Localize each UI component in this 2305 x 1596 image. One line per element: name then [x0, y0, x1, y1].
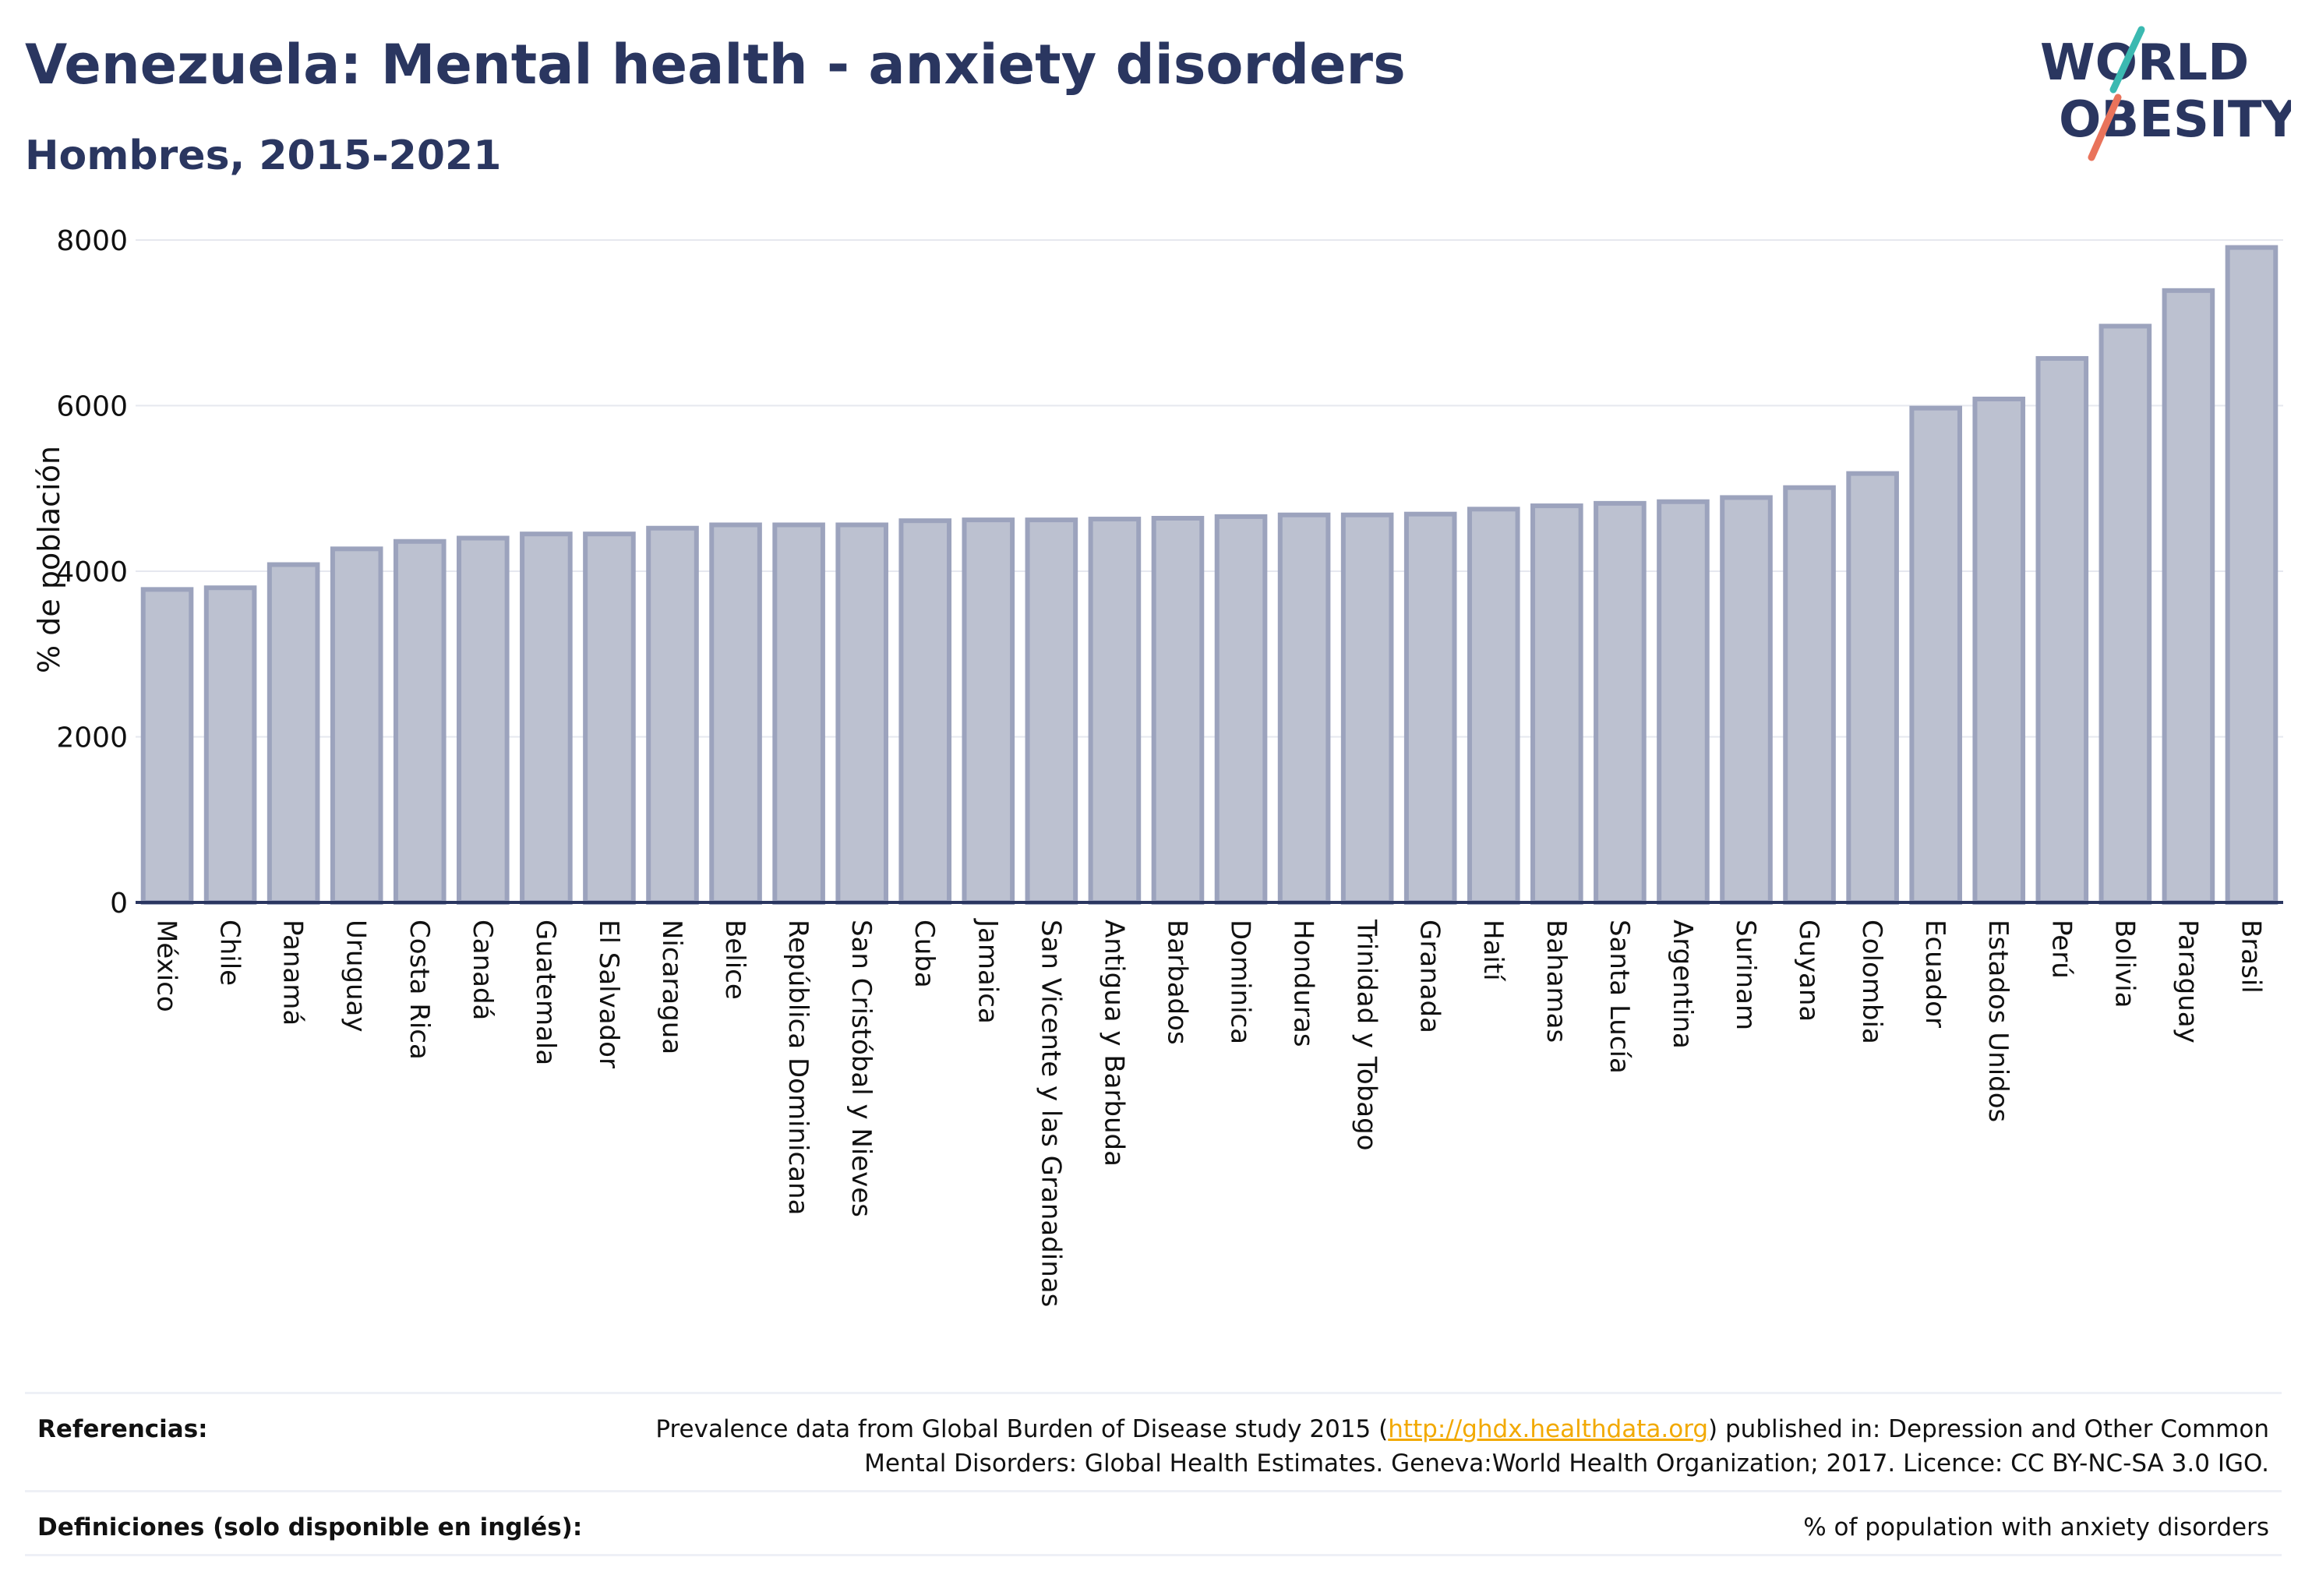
bar [1530, 503, 1583, 905]
bar [1151, 516, 1205, 905]
world-obesity-logo: WORLD OBESITY [2040, 26, 2291, 161]
bar [1909, 405, 1962, 905]
x-tick-label: República Dominicana [782, 920, 814, 1215]
x-tick-label: Brasil [2235, 920, 2266, 994]
y-tick-label: 0 [110, 888, 128, 920]
logo-slash-teal [2109, 26, 2145, 94]
chart-subtitle: Hombres, 2015-2021 [25, 132, 502, 179]
x-tick-label: Jamaica [972, 918, 1003, 1024]
x-tick-label: Trinidad y Tobago [1351, 919, 1382, 1151]
x-tick-label: San Cristóbal y Nieves [845, 920, 877, 1217]
x-tick-label: Guatemala [530, 920, 561, 1065]
bar [2162, 288, 2215, 905]
x-tick-label: Cuba [909, 920, 940, 988]
bar-chart: 0 2000 4000 6000 8000 México Chile Panamá Urugua… [32, 225, 2283, 1307]
bar [267, 562, 320, 905]
x-tick-label: Perú [2046, 920, 2077, 979]
x-tick-label: Nicaragua [656, 920, 687, 1054]
x-tick-label: Barbados [1161, 920, 1192, 1045]
logo-slash-coral [2088, 94, 2122, 161]
references-text: Prevalence data from Global Burden of Di… [594, 1412, 2269, 1481]
x-tick-label: Dominica [1225, 920, 1256, 1044]
x-tick-label: Ecuador [1919, 920, 1950, 1028]
bar [835, 522, 888, 905]
bar [1783, 485, 1836, 905]
bar [1340, 512, 1394, 905]
x-tick-label: Honduras [1288, 920, 1319, 1047]
x-tick-label: Granada [1414, 920, 1445, 1033]
y-tick-label: 4000 [56, 556, 128, 588]
footer-divider-bottom [25, 1554, 2282, 1556]
bar [203, 585, 257, 905]
x-tick-label: Guyana [1793, 920, 1824, 1022]
bar [772, 522, 825, 905]
bar [1972, 397, 2026, 905]
bar [1403, 511, 1457, 905]
x-tick-label: Haití [1477, 920, 1509, 982]
bar [1846, 471, 1899, 905]
references-link[interactable]: http://ghdx.healthdata.org [1388, 1415, 1709, 1443]
references-label: Referencias: [37, 1415, 208, 1443]
x-tick-label: Panamá [277, 920, 309, 1026]
definitions-label: Definiciones (solo disponible en inglés)… [37, 1513, 583, 1541]
references-text-end: ) published in: Depression and Other Com… [1708, 1415, 2269, 1443]
x-tick-label: Uruguay [341, 920, 372, 1033]
x-tick-label: Colombia [1856, 920, 1887, 1044]
bar [583, 531, 636, 905]
bar [2099, 323, 2152, 905]
x-tick-label: Canadá [467, 920, 498, 1020]
logo-word-world: WORLD [2040, 34, 2249, 92]
bar [1657, 499, 1710, 905]
x-tick-label: Argentina [1667, 920, 1698, 1049]
footer-divider-top [25, 1392, 2282, 1394]
bar [1467, 507, 1520, 905]
bar [646, 525, 699, 905]
axes: 0 2000 4000 6000 8000 México Chile Panamá Urugua… [56, 225, 2283, 1307]
x-tick-label: Paraguay [2172, 920, 2203, 1043]
footer-divider-middle [25, 1490, 2282, 1492]
x-tick-label: Bahamas [1541, 920, 1572, 1043]
x-tick-label: Chile [214, 920, 245, 986]
bar [709, 522, 762, 905]
bar [2225, 245, 2279, 905]
x-tick-label: Belice [719, 920, 750, 1000]
x-tick-label: México [151, 920, 182, 1012]
bar [962, 517, 1015, 905]
bar [1214, 514, 1268, 905]
bar [1277, 512, 1331, 905]
y-tick-label: 6000 [56, 391, 128, 423]
x-tick-label: Bolivia [2109, 920, 2140, 1008]
bar [1720, 495, 1773, 905]
y-tick-label: 8000 [56, 225, 128, 257]
bar [520, 531, 573, 905]
y-tick-label: 2000 [56, 722, 128, 754]
definitions-text: % of population with anxiety disorders [1803, 1513, 2269, 1541]
x-tick-label: Antigua y Barbuda [1098, 920, 1129, 1167]
bar [330, 546, 383, 905]
x-tick-label: Santa Lucía [1604, 920, 1635, 1074]
references-text-line2: Mental Disorders: Global Health Estimate… [864, 1449, 2269, 1478]
x-tick-label: San Vicente y las Granadinas [1035, 920, 1066, 1307]
bars [140, 245, 2279, 905]
bar [457, 535, 510, 905]
bar [1594, 500, 1647, 905]
bar [140, 587, 194, 905]
bar [1088, 517, 1142, 905]
x-tick-label: Costa Rica [404, 920, 435, 1060]
bar [393, 538, 447, 905]
x-tick-label: Surinam [1730, 920, 1761, 1030]
x-tick-label: Estados Unidos [1982, 920, 2014, 1122]
references-text-start: Prevalence data from Global Burden of Di… [655, 1415, 1389, 1443]
bar [1025, 517, 1078, 905]
y-axis-label: % de población [32, 446, 66, 673]
bar [2035, 355, 2089, 905]
x-tick-label: El Salvador [593, 920, 624, 1068]
bar [898, 518, 952, 905]
chart-title: Venezuela: Mental health - anxiety disor… [25, 33, 1406, 97]
